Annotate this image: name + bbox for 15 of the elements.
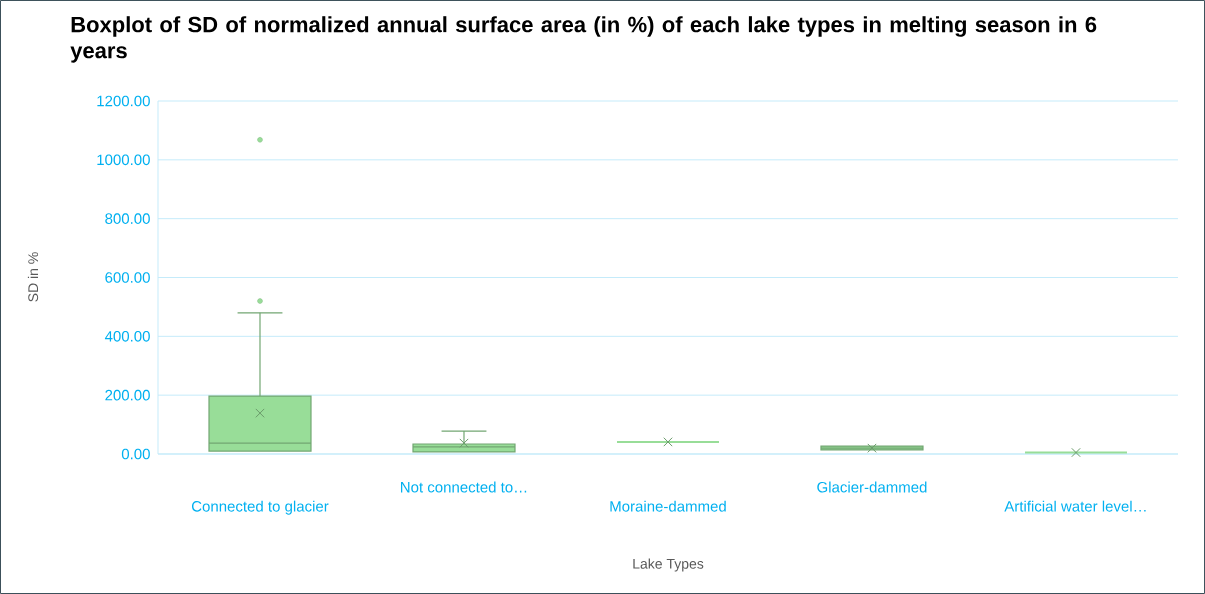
y-axis-title: SD in % (27, 252, 39, 302)
chart-title: Boxplot of SD of normalized annual surface area (in %) of each lake types in melting season in 6 years (70, 16, 1097, 63)
y-tick-label: 400.00 (104, 331, 150, 342)
x-tick-label: Glacier-dammed (817, 481, 927, 493)
x-tick-label: Moraine-dammed (610, 500, 726, 512)
x-tick-label: Artificial water level… (1004, 500, 1146, 512)
y-tick-label: 800.00 (105, 213, 150, 224)
y-tick-label: 600.00 (105, 272, 150, 283)
x-tick-label: Connected to glacier (191, 500, 329, 515)
y-tick-label: 200.00 (105, 389, 150, 401)
x-tick-label: Not connected to… (401, 481, 527, 493)
y-tick-label: 0.00 (121, 448, 150, 460)
y-tick-label: 1000.00 (97, 154, 150, 166)
y-tick-label: 1200.00 (97, 95, 150, 107)
x-axis-title: Lake Types (633, 558, 704, 572)
